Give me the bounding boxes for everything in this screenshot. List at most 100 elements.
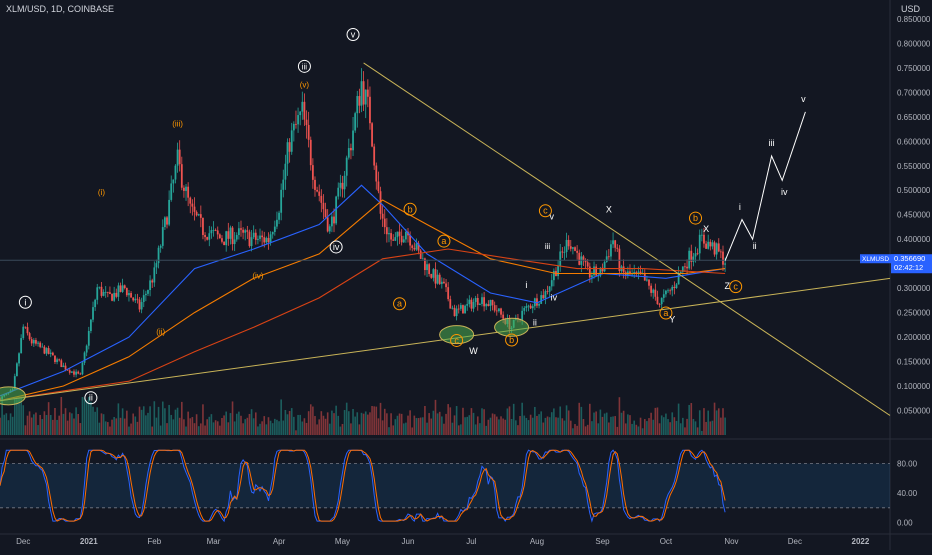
volume-bar: [567, 410, 570, 435]
candle-body: [377, 181, 380, 192]
candle-body: [559, 251, 562, 266]
volume-bar: [282, 420, 285, 435]
candle-body: [681, 266, 684, 272]
volume-bar: [415, 418, 418, 435]
volume-bar: [322, 415, 325, 435]
volume-bar: [525, 417, 528, 435]
candle-body: [703, 234, 705, 244]
candle-body: [28, 333, 31, 340]
volume-bar: [159, 425, 162, 435]
volume-bar: [578, 402, 581, 435]
candle-body: [607, 256, 610, 258]
candle-body: [79, 373, 82, 375]
candle-body: [191, 203, 194, 207]
candle-body: [140, 302, 143, 310]
candle-body: [599, 267, 602, 276]
candle-body: [576, 250, 579, 253]
volume-bar: [457, 425, 460, 435]
wave-label: b: [408, 204, 413, 214]
candle-body: [343, 175, 346, 190]
candle-body: [134, 298, 137, 301]
candle-body: [248, 231, 251, 247]
volume-bar: [489, 417, 492, 435]
time-tick-label: 2022: [852, 537, 870, 546]
volume-bar: [233, 421, 236, 435]
time-tick-label: Dec: [788, 537, 802, 546]
volume-bar: [352, 409, 354, 435]
volume-bar: [470, 408, 473, 435]
candle-body: [546, 291, 549, 293]
volume-bar: [504, 419, 507, 435]
symbol-header[interactable]: XLM/USD, 1D, COINBASE: [6, 4, 115, 14]
volume-bar: [41, 419, 44, 435]
volume-bar: [502, 418, 504, 435]
volume-bar: [138, 406, 141, 435]
volume-bar: [394, 419, 397, 435]
volume-bar: [293, 416, 295, 435]
candle-body: [578, 252, 581, 265]
candle-body: [66, 369, 69, 371]
volume-bar: [316, 424, 318, 435]
volume-bar: [221, 417, 223, 435]
candle-body: [650, 285, 653, 293]
volume-bar: [405, 422, 407, 435]
candle-body: [299, 111, 302, 116]
candle-body: [523, 307, 526, 311]
volume-bar: [274, 418, 276, 435]
volume-bar: [206, 419, 208, 435]
wave-label-circle: [729, 280, 743, 294]
projection-path: [724, 111, 806, 261]
volume-bar: [145, 415, 147, 435]
candle-body: [176, 149, 179, 166]
candle-body: [335, 196, 338, 224]
candle-body: [677, 273, 680, 285]
projection-wave-label: v: [801, 94, 806, 104]
volume-bar: [441, 416, 443, 435]
candle-body: [311, 165, 314, 180]
volume-bar: [242, 423, 244, 435]
wave-label: a: [441, 236, 446, 246]
volume-bar: [565, 405, 568, 435]
volume-bar: [111, 419, 113, 435]
candle-body: [113, 292, 116, 301]
volume-bar: [434, 399, 437, 435]
candle-body: [326, 217, 329, 232]
candle-body: [662, 294, 665, 298]
candle-body: [324, 209, 327, 218]
candle-body: [478, 303, 481, 305]
price-tick-label: 0.200000: [897, 333, 931, 342]
support-highlight-ellipse: [494, 317, 530, 337]
volume-bar: [411, 427, 414, 435]
candle-body: [648, 279, 650, 286]
wave-label: W: [469, 346, 478, 356]
candle-body: [660, 297, 663, 305]
volume-bar: [369, 412, 371, 435]
volume-bar: [33, 414, 35, 435]
candle-body: [295, 123, 297, 125]
volume-bar: [56, 419, 58, 435]
candle-body: [614, 240, 617, 248]
candle-body: [132, 297, 135, 301]
candle-body: [147, 290, 149, 294]
volume-bar: [610, 416, 612, 435]
volume-bar: [483, 409, 485, 435]
price-tick-label: 0.650000: [897, 113, 931, 122]
time-tick-label: 2021: [80, 537, 98, 546]
candle-body: [87, 330, 90, 346]
candle-body: [455, 308, 458, 317]
wave-label: (i): [98, 188, 105, 197]
volume-bar: [679, 423, 682, 435]
oscillator-tick-label: 80.00: [897, 459, 918, 468]
candle-body: [64, 365, 67, 370]
candle-body: [722, 251, 724, 265]
candle-body: [261, 235, 264, 238]
volume-bar: [462, 407, 464, 435]
candle-body: [284, 163, 287, 180]
volume-bar: [449, 407, 452, 435]
volume-bar: [107, 422, 109, 435]
price-tag-symbol-bg: [860, 254, 902, 264]
wave-label-circle: [346, 27, 360, 41]
candle-body: [358, 96, 361, 106]
